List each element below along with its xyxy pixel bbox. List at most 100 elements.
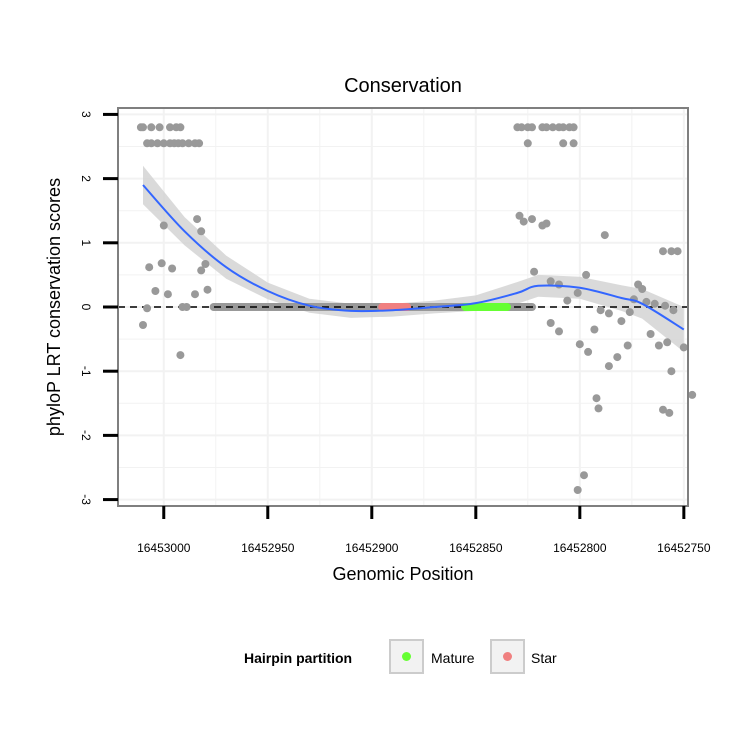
data-point [542, 123, 551, 132]
x-tick-label: 16452850 [449, 541, 503, 555]
data-point [178, 139, 187, 148]
data-point [548, 123, 557, 132]
y-tick-label: -1 [79, 366, 93, 377]
data-point [168, 264, 177, 273]
data-point [517, 123, 526, 132]
data-point [546, 319, 555, 327]
data-point [143, 304, 152, 313]
data-point [528, 123, 536, 132]
data-point [197, 227, 206, 236]
y-tick-label: 3 [79, 111, 93, 118]
data-point [191, 290, 199, 299]
data-point [166, 123, 174, 132]
data-point [184, 139, 193, 148]
data-point [163, 290, 172, 299]
data-point [638, 285, 647, 293]
data-point [659, 247, 667, 256]
data-point [176, 351, 185, 360]
data-point [139, 123, 147, 132]
y-tick-label: -2 [79, 430, 93, 441]
data-point [661, 301, 670, 310]
data-point [663, 338, 672, 347]
legend-item-star: Star [490, 639, 557, 674]
legend-item-mature: Mature [389, 639, 475, 674]
data-point [650, 299, 659, 308]
data-point [667, 247, 676, 256]
data-point [580, 471, 588, 480]
data-point [582, 270, 591, 279]
data-point [182, 303, 191, 311]
data-point [147, 123, 156, 132]
legend-label-star: Star [531, 650, 557, 666]
data-point [546, 277, 555, 286]
smooth-line-layer [142, 184, 685, 331]
data-point [590, 325, 599, 334]
data-point [555, 327, 563, 336]
data-point [569, 139, 578, 148]
data-point [530, 267, 539, 276]
data-point [155, 123, 164, 132]
data-point [654, 341, 663, 350]
data-point [153, 139, 162, 148]
data-point [559, 123, 568, 132]
data-point [613, 353, 622, 362]
data-point [573, 486, 582, 494]
smooth-trend-line [142, 184, 685, 331]
data-point [203, 285, 212, 294]
confidence-band-layer [143, 165, 684, 352]
legend-title: Hairpin partition [244, 650, 352, 666]
data-point [596, 306, 605, 315]
x-tick-label: 16452900 [345, 541, 399, 555]
y-tick-label: -3 [79, 494, 93, 505]
data-point [594, 404, 603, 413]
data-point [523, 139, 532, 148]
data-point [159, 221, 168, 230]
x-tick-label: 16453000 [137, 541, 191, 555]
x-tick-label: 16452750 [657, 541, 711, 555]
data-point [659, 405, 667, 414]
data-point [604, 362, 613, 371]
data-point [665, 408, 674, 417]
data-point [584, 347, 593, 356]
data-point [604, 309, 613, 318]
data-point [157, 259, 166, 268]
data-point [145, 263, 154, 272]
data-point [515, 211, 524, 220]
y-tick-label: 1 [79, 239, 93, 246]
data-point [542, 219, 551, 228]
data-point [528, 215, 536, 224]
data-point [563, 296, 572, 305]
y-tick-label: 2 [79, 175, 93, 182]
legend-marker-mature [402, 652, 411, 661]
data-points [136, 123, 697, 494]
data-point [159, 139, 168, 148]
data-point [519, 217, 528, 226]
data-point [139, 321, 147, 329]
confidence-band [143, 165, 684, 352]
x-axis: 16453000 16452950 16452900 16452850 16452800… [137, 506, 711, 555]
y-axis-label: phyloP LRT conservation scores [44, 178, 64, 436]
data-point [673, 247, 682, 256]
data-point [669, 306, 678, 315]
data-point [147, 139, 156, 148]
data-point [573, 288, 582, 297]
data-point [667, 367, 676, 376]
y-tick-label: 0 [79, 304, 93, 311]
legend-label-mature: Mature [431, 650, 475, 666]
x-tick-label: 16452950 [241, 541, 295, 555]
data-point [176, 123, 185, 132]
chart-title: Conservation [344, 75, 462, 97]
data-point [679, 343, 688, 352]
data-point [201, 260, 210, 268]
y-axis: 3 2 1 0 -1 -2 -3 [79, 111, 118, 505]
x-tick-label: 16452800 [553, 541, 607, 555]
data-point [569, 123, 578, 132]
data-point [688, 390, 697, 399]
legend-marker-star [503, 652, 512, 661]
data-point [151, 287, 160, 295]
data-point [559, 139, 568, 148]
data-point [195, 139, 204, 148]
data-point [592, 394, 601, 403]
x-axis-label: Genomic Position [332, 564, 473, 584]
